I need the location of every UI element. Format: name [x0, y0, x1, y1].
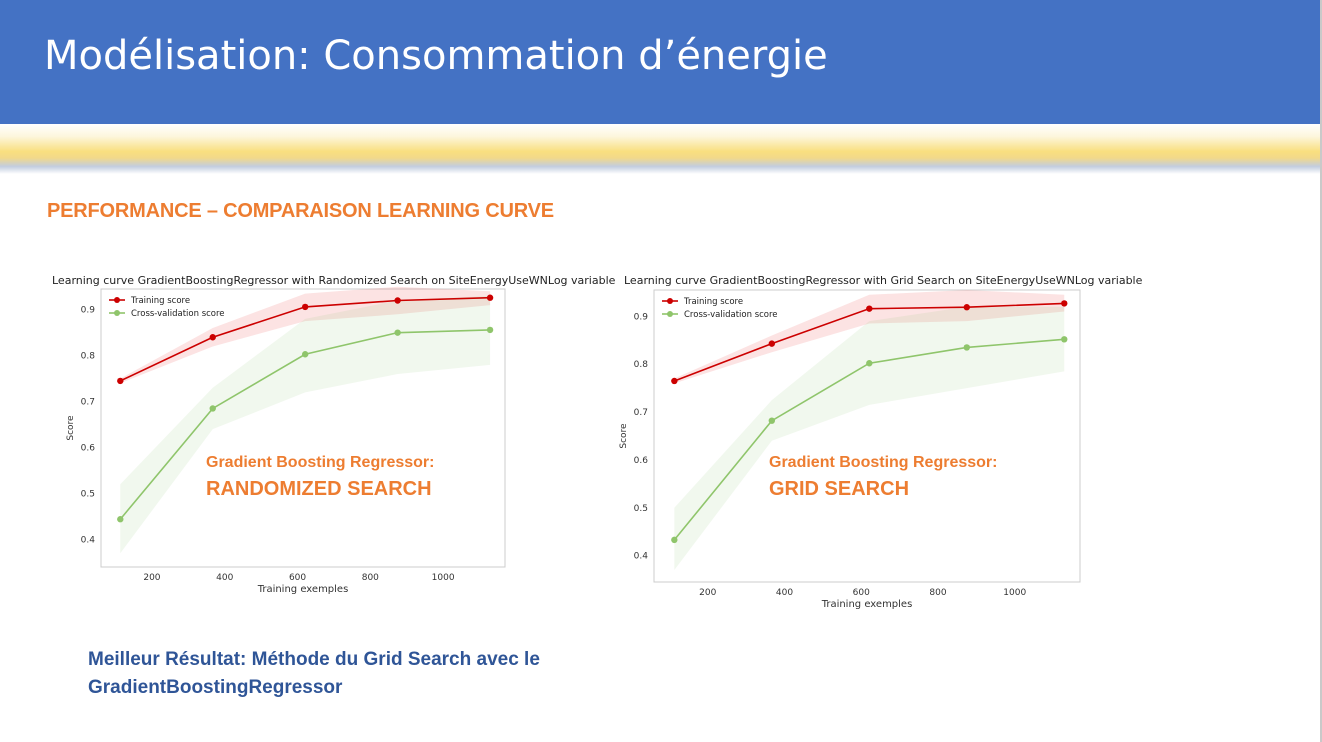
chart-2-point-s1-2: [768, 340, 776, 347]
chart-2-line-1: [674, 302, 1065, 382]
chart-2-title: Learning curve GradientBoostingRegressor…: [624, 274, 1143, 287]
chart-1-annotation-line2: RANDOMIZED SEARCH: [206, 478, 432, 500]
chart-1-annotation-line1: Gradient Boosting Regressor:: [206, 454, 435, 471]
chart-2-point-s2-3: [866, 360, 873, 367]
chart-1-point-s1-1: [117, 377, 124, 385]
section-title: PERFORMANCE – COMPARAISON LEARNING CURVE: [47, 200, 554, 222]
chart-1-point-s2-4: [394, 329, 401, 336]
chart-1-band-1: [120, 286, 491, 384]
chart-2-annotation: Gradient Boosting Regressor: GRID SEARCH: [769, 454, 997, 501]
chart-1-point-s1-3: [301, 303, 309, 311]
chart-1-ytick-label: 0.5: [81, 489, 95, 499]
chart-1-legend-marker-1: [114, 297, 120, 303]
chart-2-point-s1-5: [1061, 300, 1068, 307]
conclusion-line-2: GradientBoostingRegressor: [88, 677, 343, 698]
chart-1-xtick-label: 600: [289, 573, 306, 583]
chart-2-point-s1-1: [671, 377, 678, 385]
chart-2-annotation-line2: GRID SEARCH: [769, 478, 910, 500]
chart-2-xtick-label: 600: [853, 588, 870, 598]
chart-2-ytick-label: 0.6: [634, 456, 649, 466]
chart-1-legend-marker-2: [114, 310, 120, 316]
chart-2-ytick-label: 0.5: [634, 504, 648, 514]
chart-1-xtick-label: 1000: [432, 573, 455, 583]
conclusion-text: Meilleur Résultat: Méthode du Grid Searc…: [88, 646, 540, 702]
chart-2-point-s2-1: [671, 536, 678, 544]
chart-2-point-s1-4: [963, 304, 970, 311]
slide-header: Modélisation: Consommation d’énergie: [0, 0, 1320, 124]
chart-1-point-s1-2: [209, 334, 216, 341]
chart-2-plot-frame: [653, 289, 1081, 583]
chart-2-x-axis-label: Training exemples: [821, 599, 913, 610]
chart-2-ytick-label: 0.9: [634, 312, 649, 322]
chart-1-ytick-label: 0.7: [81, 398, 95, 408]
chart-1-ytick-label: 0.8: [81, 352, 96, 362]
chart-1-ytick-label: 0.4: [81, 535, 96, 545]
decorative-gradient-band: [0, 124, 1320, 174]
chart-2-point-s2-2: [768, 417, 776, 424]
chart-1-ytick-label: 0.6: [81, 444, 96, 454]
chart-2-line-2: [673, 338, 1065, 541]
chart-1-legend-label-1: Training score: [130, 296, 190, 306]
chart-1-point-s2-3: [301, 351, 309, 358]
chart-1-line-1: [119, 296, 491, 382]
chart-1-ytick-label: 0.9: [81, 306, 96, 316]
slide-title: Modélisation: Consommation d’énergie: [44, 33, 828, 79]
chart-1-xtick-label: 200: [143, 573, 160, 583]
chart-1-xtick-label: 400: [216, 573, 233, 583]
chart-2-xtick-label: 400: [776, 588, 793, 598]
chart-1-point-s2-1: [117, 516, 124, 523]
chart-2-band-2: [674, 306, 1065, 571]
chart-2-y-axis-label: Score: [619, 423, 629, 449]
chart-1-y-axis-label: Score: [66, 415, 76, 441]
chart-2-legend-label-2: Cross-validation score: [684, 310, 778, 320]
chart-2-band-1: [674, 290, 1065, 384]
chart-2-point-s2-4: [963, 344, 970, 351]
chart-2-xtick-label: 1000: [1003, 588, 1026, 598]
chart-2-legend-label-1: Training score: [683, 297, 743, 307]
chart-1-point-s1-4: [394, 297, 401, 304]
chart-1-xtick-label: 800: [362, 573, 379, 583]
chart-2-legend-marker-2: [667, 311, 673, 317]
chart-1-x-axis-label: Training exemples: [257, 584, 349, 595]
chart-1-point-s2-2: [209, 405, 216, 412]
chart-2-xtick-label: 200: [699, 588, 716, 598]
slide-edge: [1320, 0, 1322, 742]
chart-1-point-s1-5: [486, 294, 494, 301]
chart-1-legend-label-2: Cross-validation score: [131, 309, 225, 319]
chart-1-title: Learning curve GradientBoostingRegressor…: [52, 274, 616, 287]
chart-1-plot-frame: [100, 288, 506, 568]
conclusion-line-1: Meilleur Résultat: Méthode du Grid Searc…: [88, 649, 540, 670]
chart-2-ytick-label: 0.4: [634, 552, 649, 562]
chart-1-point-s2-5: [486, 326, 494, 334]
chart-2-ytick-label: 0.8: [634, 360, 649, 370]
chart-2-annotation-line1: Gradient Boosting Regressor:: [769, 454, 998, 471]
chart-2-ytick-label: 0.7: [634, 408, 648, 418]
chart-2-point-s1-3: [866, 305, 873, 312]
chart-1-annotation: Gradient Boosting Regressor: RANDOMIZED …: [206, 454, 434, 501]
chart-1-band-2: [120, 295, 491, 554]
chart-2-xtick-label: 800: [929, 588, 946, 598]
chart-2-point-s2-5: [1061, 336, 1068, 343]
chart-2-legend-marker-1: [667, 298, 673, 304]
